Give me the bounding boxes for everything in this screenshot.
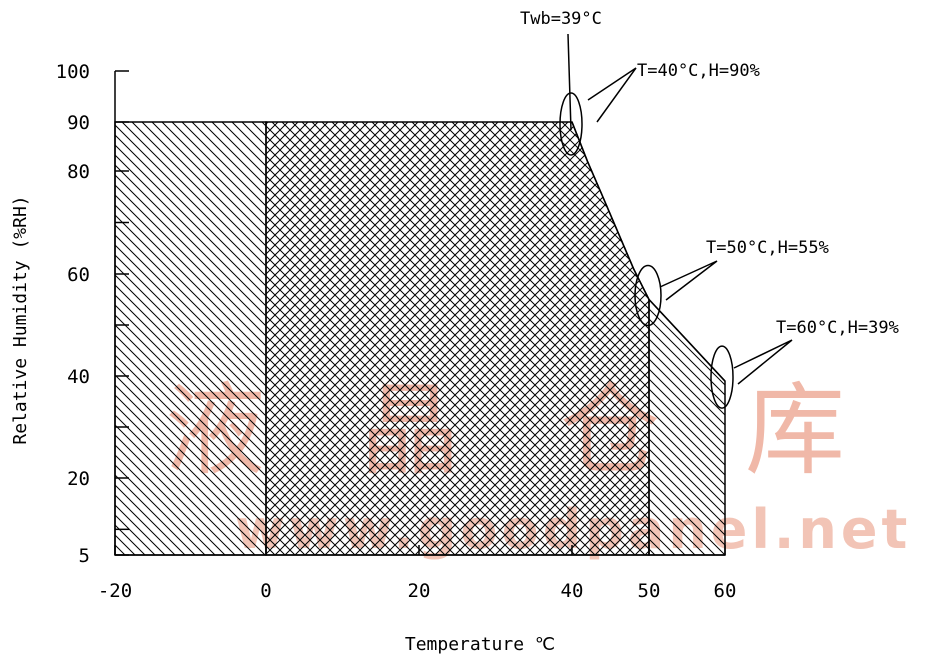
x-tick-label: 0 — [260, 580, 271, 602]
x-axis-title: Temperature ℃ — [405, 634, 555, 655]
y-tick-label: 100 — [56, 61, 90, 83]
callout-ellipse — [559, 92, 583, 156]
region-1 — [114, 121, 267, 556]
region-2 — [265, 121, 650, 556]
y-tick-label: 40 — [67, 366, 90, 388]
regions — [114, 121, 726, 556]
annotation-twb: Twb=39°C — [520, 9, 602, 29]
callout-ellipse — [634, 264, 662, 327]
x-tick-label: -20 — [98, 580, 132, 602]
axes — [114, 71, 725, 556]
region-3 — [648, 297, 726, 556]
y-tick-label: 90 — [67, 112, 90, 134]
x-tick-label: 40 — [561, 580, 584, 602]
callout-pointer — [659, 260, 718, 301]
x-tick-label: 50 — [638, 580, 661, 602]
x-tick-label: 60 — [714, 580, 737, 602]
y-tick-label: 80 — [67, 161, 90, 183]
y-tick-label: 60 — [67, 264, 90, 286]
callout-pointer — [733, 339, 793, 385]
y-axis-title: Relative Humidity (%RH) — [10, 195, 31, 444]
watermark-char-4: 库 — [745, 372, 845, 489]
ticks: -20 0 20 40 50 60 5 20 40 60 80 90 100 — [56, 61, 737, 602]
y-tick-label: 20 — [67, 468, 90, 490]
y-tick-label: 5 — [79, 545, 90, 567]
callout-ellipse — [710, 345, 734, 409]
annotation-label: T=60°C,H=39% — [776, 318, 899, 338]
annotations: Twb=39°C T=40°C,H=90% T=50°C,H=55% T=60°C,H… — [520, 9, 899, 409]
annotation-label: T=50°C,H=55% — [706, 238, 829, 258]
annotation-label: T=40°C,H=90% — [637, 61, 760, 81]
callout-pointer — [587, 67, 637, 123]
limit-curve — [571, 121, 726, 382]
x-tick-label: 20 — [408, 580, 431, 602]
twb-leader-line — [567, 33, 572, 131]
